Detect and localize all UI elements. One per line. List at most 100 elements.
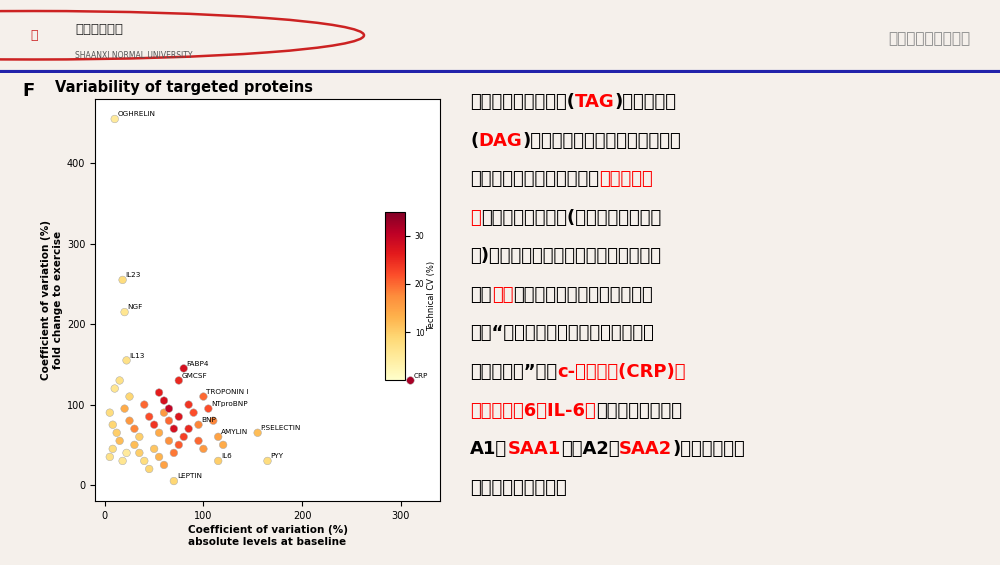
Point xyxy=(115,457,131,466)
Text: IL23: IL23 xyxy=(126,272,141,279)
Text: 外源性小分: 外源性小分 xyxy=(599,170,653,188)
Point xyxy=(105,420,121,429)
Point xyxy=(190,420,207,429)
Point xyxy=(102,453,118,462)
Text: AMYLIN: AMYLIN xyxy=(221,429,248,435)
Point xyxy=(102,408,118,417)
Text: LEPTIN: LEPTIN xyxy=(177,473,202,480)
Text: 之间的通信”等。: 之间的通信”等。 xyxy=(470,363,557,381)
Text: F: F xyxy=(22,82,34,100)
Text: TROPONIN I: TROPONIN I xyxy=(206,389,249,395)
Y-axis label: Coefficient of variation (%)
fold change to exercise: Coefficient of variation (%) fold change… xyxy=(41,220,63,380)
Point xyxy=(109,428,125,437)
Text: )和二甘油酯: )和二甘油酯 xyxy=(615,93,677,111)
Point xyxy=(105,444,121,453)
Text: SAA2: SAA2 xyxy=(619,440,672,458)
Point xyxy=(210,457,226,466)
Point xyxy=(151,388,167,397)
Point xyxy=(112,436,128,445)
Point xyxy=(122,392,138,401)
Text: 陕西师范大学: 陕西师范大学 xyxy=(75,23,123,36)
Text: 陳: 陳 xyxy=(30,29,38,42)
Point xyxy=(119,356,135,365)
Point xyxy=(181,400,197,409)
Point xyxy=(161,436,177,445)
Text: 最易变的生物学过程，其通路: 最易变的生物学过程，其通路 xyxy=(513,286,653,304)
Point xyxy=(156,460,172,470)
Point xyxy=(141,464,157,473)
Point xyxy=(260,457,276,466)
Point xyxy=(215,440,231,449)
Point xyxy=(131,432,147,441)
Text: NGF: NGF xyxy=(128,305,143,311)
Point xyxy=(205,416,221,425)
Point xyxy=(171,376,187,385)
Y-axis label: Technical CV (%): Technical CV (%) xyxy=(427,261,436,331)
Point xyxy=(200,404,216,413)
Point xyxy=(151,453,167,462)
Point xyxy=(122,416,138,425)
Text: )的种类变化最多。同样，从环境: )的种类变化最多。同样，从环境 xyxy=(522,132,681,150)
Text: IL6: IL6 xyxy=(221,453,232,459)
Point xyxy=(107,384,123,393)
Point xyxy=(171,412,187,421)
Text: 现，: 现， xyxy=(470,286,492,304)
Point xyxy=(166,424,182,433)
Text: CRP: CRP xyxy=(413,373,428,379)
Text: 炎症: 炎症 xyxy=(492,286,513,304)
Point xyxy=(176,364,192,373)
Text: )的变异性进一: )的变异性进一 xyxy=(672,440,745,458)
Point xyxy=(141,412,157,421)
Text: IL13: IL13 xyxy=(130,353,145,359)
Point xyxy=(136,400,152,409)
Point xyxy=(176,432,192,441)
Point xyxy=(195,444,211,453)
Text: NTproBNP: NTproBNP xyxy=(211,401,248,407)
Point xyxy=(156,408,172,417)
Text: SAA1: SAA1 xyxy=(507,440,561,458)
Point xyxy=(166,449,182,458)
Point xyxy=(107,115,123,124)
Point xyxy=(171,440,187,449)
Point xyxy=(117,404,133,413)
Point xyxy=(210,432,226,441)
Text: BNP: BNP xyxy=(201,417,216,423)
Text: 哚)。使用可变转录本进行的富集分析发: 哚)。使用可变转录本进行的富集分析发 xyxy=(470,247,661,266)
Point xyxy=(119,449,135,458)
Text: 子: 子 xyxy=(470,209,481,227)
Text: c-反应蛋白(CRP)、: c-反应蛋白(CRP)、 xyxy=(557,363,686,381)
Point xyxy=(126,440,142,449)
Point xyxy=(146,444,162,453)
Point xyxy=(161,404,177,413)
Text: 是最易变的代谢物(如次生胆汁酸和呑: 是最易变的代谢物(如次生胆汁酸和呑 xyxy=(481,209,661,227)
Text: ）和A2（: ）和A2（ xyxy=(561,440,619,458)
Point xyxy=(166,476,182,485)
Text: 在脂类中，甘油三酯(: 在脂类中，甘油三酯( xyxy=(470,93,575,111)
Text: 和血清淠粉样蛋白: 和血清淠粉样蛋白 xyxy=(596,402,682,420)
X-axis label: Coefficient of variation (%)
absolute levels at baseline: Coefficient of variation (%) absolute le… xyxy=(188,525,348,547)
Text: TAG: TAG xyxy=(575,93,615,111)
Text: SHAANXI NORMAL UNIVERSITY: SHAANXI NORMAL UNIVERSITY xyxy=(75,51,192,59)
Text: P.SELECTIN: P.SELECTIN xyxy=(261,425,301,431)
Text: GMCSF: GMCSF xyxy=(182,373,207,379)
Point xyxy=(156,396,172,405)
Point xyxy=(195,392,211,401)
Text: 运动科学与科学运动: 运动科学与科学运动 xyxy=(888,31,970,46)
Point xyxy=(181,424,197,433)
Point xyxy=(112,376,128,385)
Point xyxy=(136,457,152,466)
Point xyxy=(115,275,131,284)
Text: 包括“先天免疫细胞和适应性免疫细胞: 包括“先天免疫细胞和适应性免疫细胞 xyxy=(470,324,654,342)
Point xyxy=(131,449,147,458)
Point xyxy=(250,428,266,437)
Text: 步支持了这一观点。: 步支持了这一观点。 xyxy=(470,479,567,497)
Point xyxy=(151,428,167,437)
Text: Variability of targeted proteins: Variability of targeted proteins xyxy=(55,80,313,95)
Point xyxy=(186,408,202,417)
Text: 白细胞介素6（IL-6）: 白细胞介素6（IL-6） xyxy=(470,402,596,420)
Point xyxy=(161,416,177,425)
Text: (: ( xyxy=(470,132,479,150)
Text: A1（: A1（ xyxy=(470,440,507,458)
Text: FABP4: FABP4 xyxy=(187,361,209,367)
Text: 中获得的或微生物组产生的: 中获得的或微生物组产生的 xyxy=(470,170,599,188)
